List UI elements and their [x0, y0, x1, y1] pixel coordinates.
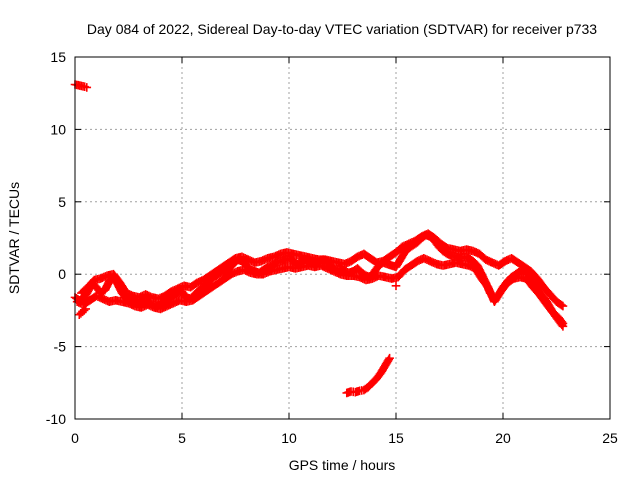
- x-axis-label: GPS time / hours: [289, 457, 396, 473]
- x-tick-label: 0: [71, 430, 79, 446]
- series-small-dip: [74, 304, 90, 320]
- x-tick-label: 10: [281, 430, 297, 446]
- ticks: 0 5 10 15 20 25 -10 -5 0 5 10 15: [46, 49, 618, 446]
- chart-title: Day 084 of 2022, Sidereal Day-to-day VTE…: [87, 21, 597, 37]
- series-outlier: [391, 281, 401, 291]
- y-tick-label: -5: [54, 339, 67, 355]
- data-point: [384, 355, 394, 364]
- x-tick-label: 25: [602, 430, 618, 446]
- series-rising-segment: [342, 353, 394, 398]
- y-tick-label: 15: [50, 49, 66, 65]
- data-points: [70, 80, 568, 398]
- x-tick-label: 5: [178, 430, 186, 446]
- y-tick-label: -10: [46, 411, 66, 427]
- series-main-track: [70, 230, 568, 331]
- grid: [75, 57, 610, 419]
- series-early-cluster: [70, 80, 92, 92]
- data-point: [557, 317, 567, 327]
- data-point: [557, 300, 566, 310]
- y-axis-label: SDTVAR / TECUs: [6, 182, 22, 294]
- data-point: [81, 304, 90, 314]
- x-tick-label: 15: [388, 430, 404, 446]
- plot-frame: [74, 56, 611, 420]
- series-lower-track: [72, 253, 568, 328]
- y-tick-label: 0: [58, 266, 66, 282]
- data-point: [82, 83, 92, 92]
- series-upper-track: [77, 229, 568, 311]
- y-tick-label: 10: [50, 121, 66, 137]
- data-point: [385, 353, 394, 363]
- data-point: [558, 301, 568, 311]
- y-tick-label: 5: [58, 194, 66, 210]
- data-point: [558, 319, 568, 328]
- data-point: [391, 281, 401, 291]
- x-tick-label: 20: [495, 430, 511, 446]
